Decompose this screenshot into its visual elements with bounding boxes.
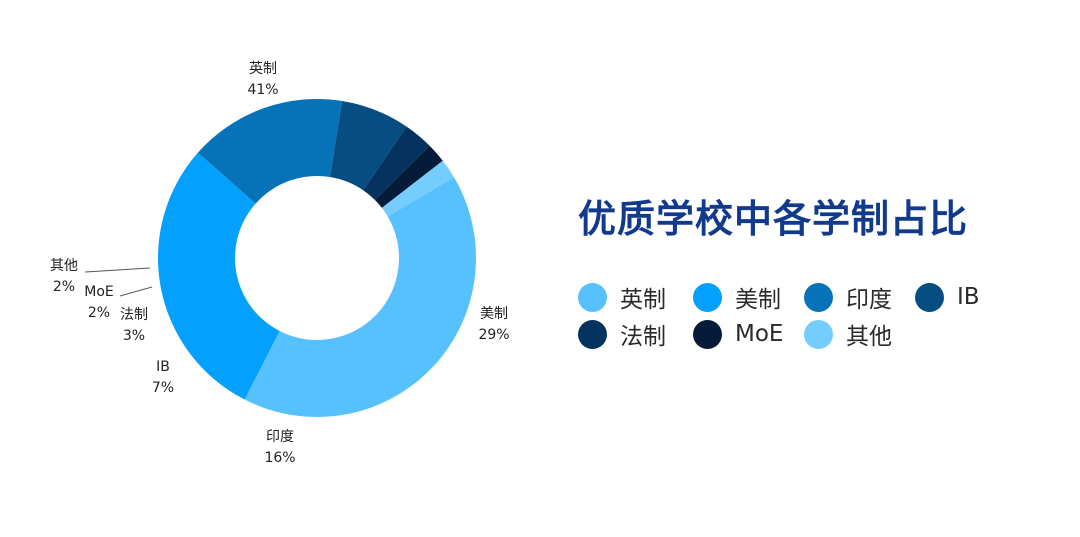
slice-7	[381, 160, 454, 217]
legend-label: 印度	[846, 287, 892, 313]
slice-6	[375, 145, 443, 208]
slice-3	[197, 99, 343, 204]
slice-label-category: 美制	[480, 306, 508, 322]
legend-item: 美制	[693, 282, 781, 313]
slice-label-category: 法制	[120, 307, 148, 323]
legend-item: 法制	[578, 319, 666, 350]
legend-label: 其他	[846, 324, 892, 350]
legend-swatch	[578, 282, 607, 312]
legend-swatch	[915, 282, 944, 312]
slice-label-category: MoE	[84, 284, 114, 300]
legend-label: 美制	[735, 287, 781, 313]
legend-label: IB	[957, 284, 980, 310]
slice-label-value: 3%	[123, 328, 145, 344]
slice-label-category: 英制	[249, 60, 277, 77]
slice-1	[244, 177, 476, 417]
slice-2	[158, 152, 280, 400]
legend-label: 英制	[620, 287, 666, 313]
leader-line	[84, 267, 151, 273]
legend-swatch	[804, 319, 833, 349]
leader-line	[119, 286, 153, 297]
legend-item: 英制	[578, 282, 666, 313]
legend-label: MoE	[735, 321, 784, 347]
legend-item: 印度	[804, 282, 892, 313]
slice-4	[329, 101, 407, 191]
legend-item: IB	[915, 282, 980, 312]
legend-swatch	[578, 319, 607, 349]
slice-label-value: 7%	[152, 380, 174, 396]
slice-label-value: 2%	[88, 305, 110, 321]
slice-5	[363, 126, 430, 201]
slice-label-category: IB	[156, 359, 170, 375]
slice-label-value: 41%	[247, 82, 278, 98]
legend-swatch	[693, 319, 722, 349]
slice-label-value: 2%	[53, 279, 75, 295]
legend-label: 法制	[620, 324, 666, 350]
slice-label-value: 16%	[264, 450, 295, 466]
slice-label-category: 其他	[50, 258, 78, 274]
legend-item: 其他	[804, 319, 892, 350]
legend-item: MoE	[693, 319, 783, 349]
chart-title: 优质学校中各学制占比	[578, 197, 969, 241]
slice-label-value: 29%	[478, 327, 509, 343]
slice-label-category: 印度	[266, 429, 294, 445]
legend-swatch	[693, 282, 722, 312]
legend-swatch	[804, 282, 833, 312]
